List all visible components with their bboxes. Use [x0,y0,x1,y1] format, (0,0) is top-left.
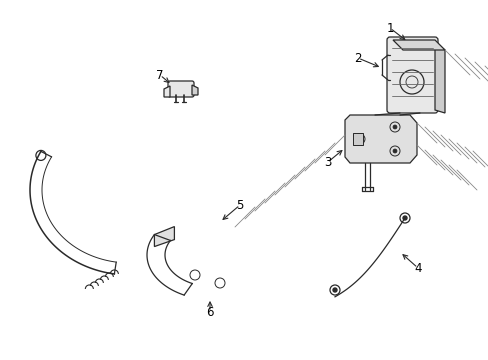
Text: 6: 6 [206,306,213,319]
Polygon shape [392,40,444,50]
Text: 5: 5 [236,198,243,212]
Circle shape [332,288,336,292]
Text: 3: 3 [324,156,331,168]
Polygon shape [163,86,170,97]
Bar [352,133,362,145]
Polygon shape [434,43,444,113]
Bar [352,133,362,145]
Circle shape [392,149,396,153]
Polygon shape [154,226,174,247]
Polygon shape [345,115,416,163]
Circle shape [357,137,361,141]
Text: 2: 2 [353,51,361,64]
Text: 4: 4 [413,261,421,274]
FancyBboxPatch shape [168,81,194,97]
Text: 7: 7 [156,68,163,81]
Circle shape [402,216,406,220]
Circle shape [392,125,396,129]
Polygon shape [192,85,198,95]
FancyBboxPatch shape [386,37,437,113]
Text: 1: 1 [386,22,393,35]
